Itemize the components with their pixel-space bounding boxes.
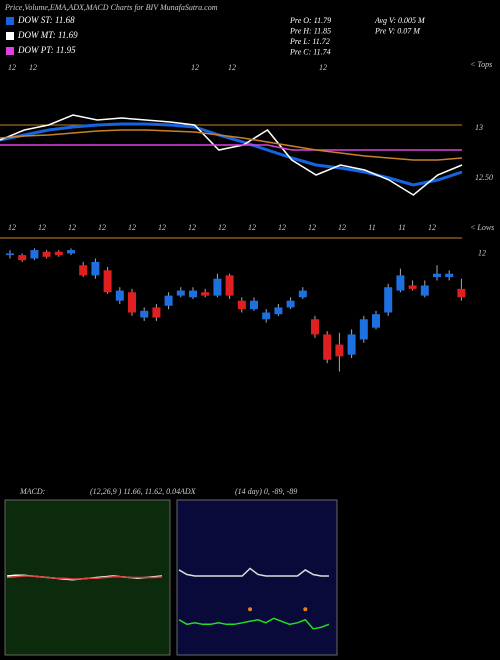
candle-body <box>323 334 332 360</box>
stat-label: Pre H: 11.85 <box>289 26 331 35</box>
candle-body <box>359 319 368 340</box>
adx-panel <box>176 499 338 656</box>
candle-body <box>335 344 344 357</box>
date-mark: 12 <box>228 63 236 72</box>
date-mark: 12 <box>218 223 226 232</box>
date-mark: 12 <box>128 223 136 232</box>
candle-body <box>140 310 149 318</box>
candle-body <box>237 300 246 310</box>
y-tick-label: 12.50 <box>475 173 493 182</box>
y-tick-label: 12 <box>478 248 486 257</box>
adx-title: ADX <box>179 487 197 496</box>
legend-swatch <box>6 32 14 40</box>
candle-body <box>54 251 63 256</box>
candle-body <box>274 307 283 315</box>
date-mark: 12 <box>8 63 16 72</box>
candle-body <box>201 292 210 296</box>
candle-body <box>103 270 112 293</box>
stat-label: Pre L: 11.72 <box>289 37 330 46</box>
date-mark: 12 <box>158 223 166 232</box>
series-line <box>6 575 163 580</box>
candle-body <box>433 273 441 278</box>
stat-label: Pre O: 11.79 <box>289 16 331 25</box>
date-mark: 12 <box>68 223 76 232</box>
legend-label: DOW MT: 11.69 <box>17 30 78 40</box>
candle-body <box>152 307 161 318</box>
date-mark: 11 <box>398 223 405 232</box>
candle-body <box>298 290 307 298</box>
series-line <box>0 122 463 187</box>
date-mark: 12 <box>338 223 346 232</box>
candle-body <box>213 278 222 296</box>
macd-subtitle: (12,26,9 ) 11.66, 11.62, 0.04 <box>90 487 180 496</box>
candle-body <box>372 314 380 328</box>
series-line <box>178 567 329 577</box>
legend-swatch <box>6 17 14 25</box>
date-mark: 12 <box>38 223 46 232</box>
candle-body <box>18 255 27 261</box>
candle-body <box>347 334 356 355</box>
candle-body <box>286 300 295 308</box>
y-tick-label: 13 <box>475 123 483 132</box>
candle-body <box>164 295 173 306</box>
candle-body <box>250 300 258 310</box>
candle-body <box>176 290 185 296</box>
date-mark: 12 <box>191 63 199 72</box>
series-line <box>0 114 463 196</box>
chart-title: Price,Volume,EMA,ADX,MACD Charts for BIV… <box>4 3 218 12</box>
candle-body <box>225 275 234 296</box>
candle-body <box>42 251 51 257</box>
legend-label: DOW ST: 11.68 <box>17 15 75 25</box>
tops-label: < Tops <box>470 60 492 69</box>
stat-label: Pre C: 11.74 <box>289 47 331 56</box>
stat-label: Avg V: 0.005 M <box>374 16 426 25</box>
legend-label: DOW PT: 11.95 <box>17 45 76 55</box>
stat-label: Pre V: 0.07 M <box>374 26 421 35</box>
date-mark: 12 <box>319 63 327 72</box>
series-line <box>0 144 462 151</box>
series-point <box>303 607 308 612</box>
date-mark: 12 <box>308 223 316 232</box>
candle-body <box>384 287 393 313</box>
candle-body <box>445 273 454 278</box>
macd-title: MACD: <box>19 487 46 496</box>
candle-body <box>91 261 100 276</box>
date-mark: 12 <box>98 223 106 232</box>
candle-body <box>6 253 14 256</box>
adx-subtitle: (14 day) 0, -89, -89 <box>235 487 297 496</box>
candle-body <box>408 285 417 289</box>
candle-body <box>396 275 405 291</box>
date-mark: 12 <box>29 63 37 72</box>
series-line <box>178 617 330 630</box>
candle-body <box>67 250 75 254</box>
date-mark: 12 <box>278 223 286 232</box>
date-mark: 12 <box>8 223 16 232</box>
candle-body <box>115 290 124 301</box>
candle-body <box>30 250 39 259</box>
date-mark: 12 <box>188 223 196 232</box>
date-mark: 12 <box>248 223 256 232</box>
series-point <box>248 607 253 612</box>
candle-body <box>79 265 88 276</box>
candle-body <box>262 312 271 320</box>
lows-label: < Lows <box>470 223 494 232</box>
candle-body <box>189 290 197 298</box>
legend-swatch <box>6 47 14 55</box>
candle-body <box>420 285 429 296</box>
candle-body <box>457 288 466 298</box>
candle-body <box>128 292 136 313</box>
candle-body <box>311 319 319 335</box>
series-line <box>0 129 463 161</box>
date-mark: 12 <box>428 223 436 232</box>
date-mark: 11 <box>368 223 375 232</box>
